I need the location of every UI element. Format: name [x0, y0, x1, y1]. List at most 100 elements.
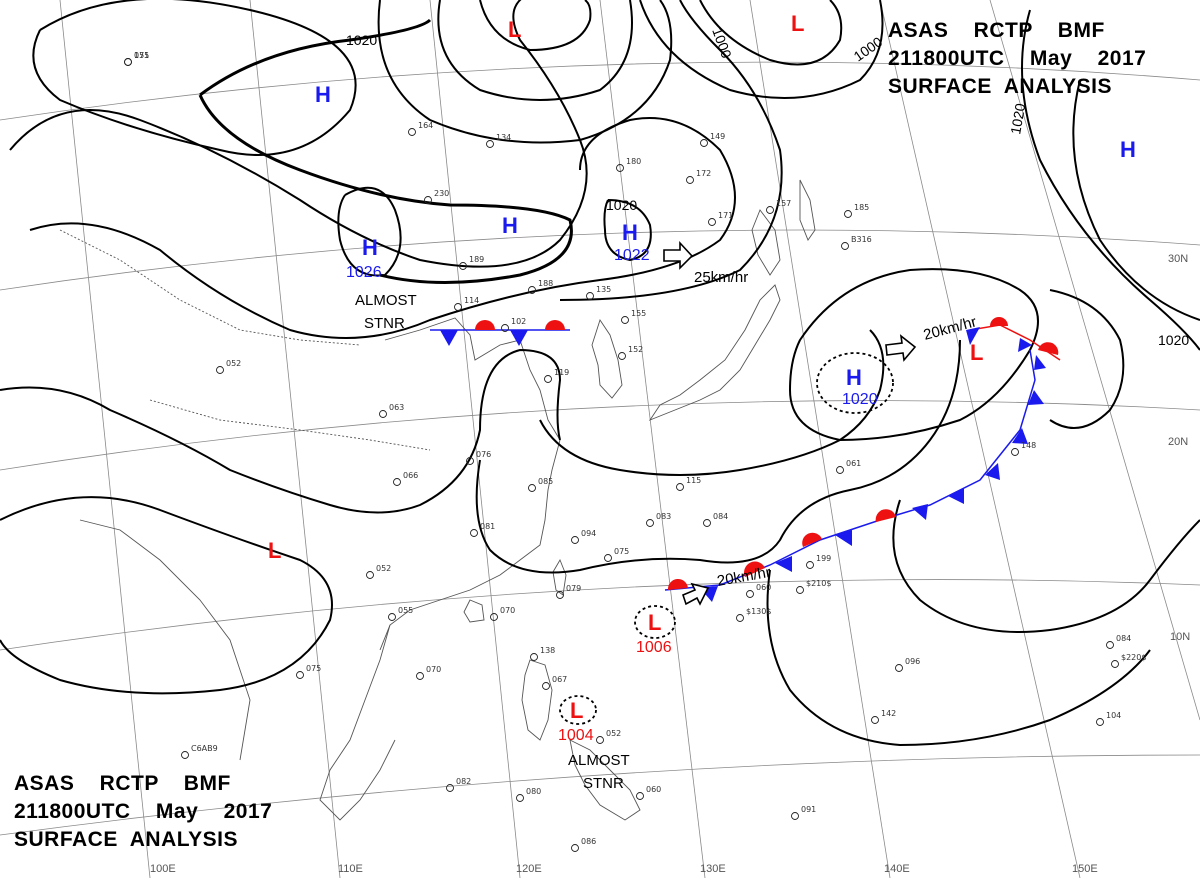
station-circle — [216, 366, 224, 374]
warm-front-symbol — [744, 561, 765, 577]
station-pressure: $210$ — [806, 579, 831, 588]
dashed-isobars — [559, 352, 894, 725]
station-circle — [530, 653, 538, 661]
station-circle — [700, 139, 708, 147]
lon-label: 130E — [700, 863, 726, 875]
cold-front-symbol — [775, 556, 792, 572]
station-pressure: 135 — [596, 285, 611, 294]
station-pressure: 094 — [581, 529, 596, 538]
station-circle — [806, 561, 814, 569]
station-circle — [708, 218, 716, 226]
station-pressure: 070 — [426, 665, 441, 674]
station-circle — [556, 591, 564, 599]
station-pressure: 091 — [801, 805, 816, 814]
isobar — [0, 496, 333, 695]
high-pressure-label: H — [362, 235, 378, 260]
station-pressure: 152 — [628, 345, 643, 354]
low-pressure-label: L — [570, 698, 583, 723]
station-pressure: 063 — [389, 403, 404, 412]
cold-front-symbol — [1028, 390, 1044, 405]
station-circle — [571, 844, 579, 852]
isobar-label: 1020 — [606, 197, 637, 213]
station-circle — [621, 316, 629, 324]
high-pressure-label: H — [846, 365, 862, 390]
warm-front-symbol — [545, 320, 565, 330]
almost-stationary-note: ALMOST — [355, 292, 417, 309]
high-pressure-value: 1022 — [614, 247, 650, 264]
motion-arrow — [885, 334, 917, 362]
low-pressure-label: L — [791, 11, 804, 36]
station-pressure: 119 — [554, 368, 569, 377]
lon-label: 110E — [338, 863, 363, 875]
station-circle — [604, 554, 612, 562]
warm-front-symbol — [875, 509, 896, 522]
almost-stationary-note: ALMOST — [568, 752, 630, 769]
isobar — [199, 18, 432, 97]
station-circle — [791, 812, 799, 820]
isobar — [337, 186, 402, 277]
station-pressure: B316 — [851, 235, 872, 244]
title-block-bottom-left: ASAS RCTP BMF 211800UTC May 2017 SURFACE… — [14, 770, 272, 854]
cold-front-symbol — [985, 463, 1000, 480]
station-pressure: 052 — [226, 359, 241, 368]
station-pressure: 084 — [1116, 634, 1131, 643]
title-line-1: ASAS RCTP BMF — [888, 19, 1105, 42]
station-circle — [895, 664, 903, 672]
title-line-1: ASAS RCTP BMF — [14, 772, 231, 795]
station-circle — [424, 196, 432, 204]
station-circle — [616, 164, 624, 172]
isobar — [437, 0, 633, 101]
isobar — [479, 0, 592, 52]
almost-stationary-note: STNR — [364, 315, 405, 332]
lat-label: 30N — [1168, 253, 1188, 265]
high-pressure-label: H — [502, 213, 518, 238]
warm-front-symbol — [475, 320, 495, 330]
station-circle — [459, 262, 467, 270]
station-pressure: 067 — [552, 675, 567, 684]
isobar — [699, 0, 843, 66]
station-pressure: 080 — [526, 787, 541, 796]
cold-front-symbol — [440, 330, 458, 346]
station-pressure: 188 — [538, 279, 553, 288]
isobar — [9, 0, 588, 268]
station-circle — [646, 519, 654, 527]
cold-front-symbol — [1012, 428, 1028, 444]
high-pressure-value: 1020 — [842, 391, 878, 408]
cold-front-symbol — [948, 488, 964, 504]
station-pressure: 052 — [606, 729, 621, 738]
high-pressure-label: H — [1120, 137, 1136, 162]
graticule-labels: 100E 110E 120E 130E 140E 150E 30N 20N 10… — [150, 253, 1190, 875]
cold-front-symbol — [835, 530, 852, 546]
isobar — [892, 499, 1200, 633]
station-pressure: 180 — [626, 157, 641, 166]
station-pressure: 189 — [469, 255, 484, 264]
station-pressure: 114 — [464, 296, 479, 305]
high-pressure-label: H — [622, 220, 638, 245]
station-circle — [686, 176, 694, 184]
station-circle — [393, 478, 401, 486]
station-pressure: 079 — [566, 584, 581, 593]
station-pressure: $130$ — [746, 607, 771, 616]
isobar — [1072, 79, 1200, 321]
title-block-top-right: ASAS RCTP BMF 211800UTC May 2017 SURFACE… — [888, 17, 1146, 101]
warm-front-symbol — [802, 532, 822, 547]
station-circle — [746, 590, 754, 598]
station-pressure: 061 — [846, 459, 861, 468]
station-circle — [501, 324, 509, 332]
station-pressure: 086 — [581, 837, 596, 846]
station-pressure: 199 — [816, 554, 831, 563]
station-circle — [379, 410, 387, 418]
station-pressure: 052 — [376, 564, 391, 573]
station-pressure: 157 — [776, 199, 791, 208]
isobar-label: 1020 — [1007, 102, 1028, 136]
station-circle — [1111, 660, 1119, 668]
low-pressure-label: L — [508, 17, 521, 42]
lon-label: 140E — [884, 863, 910, 875]
station-circle — [542, 682, 550, 690]
station-pressure: 060 — [646, 785, 661, 794]
station-circle — [596, 736, 604, 744]
isobar — [1021, 9, 1200, 351]
station-circle — [586, 292, 594, 300]
station-pressure: 075 — [614, 547, 629, 556]
